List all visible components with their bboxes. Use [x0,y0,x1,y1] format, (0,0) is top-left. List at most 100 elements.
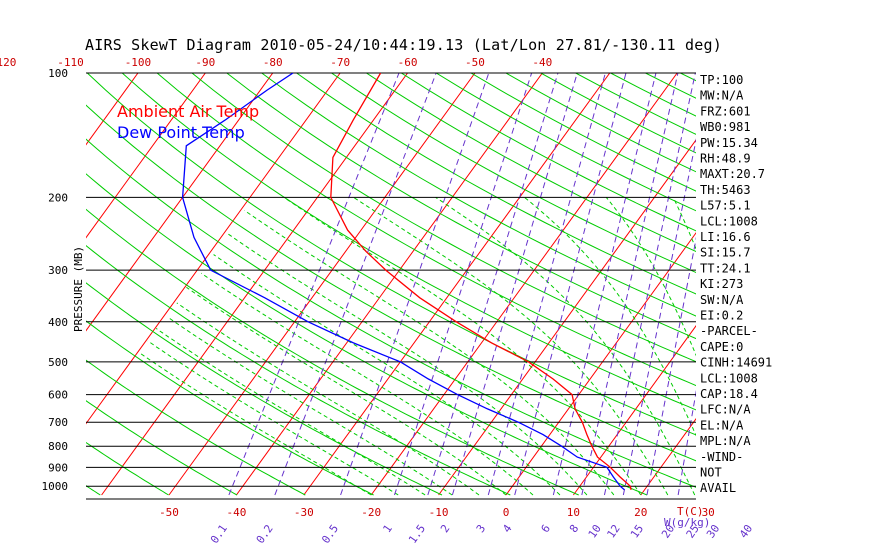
mixing-ratio-line [581,73,679,496]
dew-point-temp-line [181,73,625,491]
index-item: PW:15.34 [700,136,758,150]
dry-adiabat-line [86,138,696,488]
mixing-ratio-label: 15 [628,522,646,540]
mixing-ratio-unit-label: W(g/kg) [664,516,710,529]
mixing-ratio-label: 1.5 [406,522,428,546]
moist-adiabat-line [524,197,696,437]
mixing-ratio-label: 25 [684,522,702,540]
pressure-tick-label: 1000 [42,480,69,493]
dry-adiabat-line [86,400,238,496]
bottom-temp-tick-label: -40 [226,506,246,519]
index-item: NOT [700,466,722,480]
pressure-tick-label: 100 [48,67,68,80]
isotherm-line [235,73,543,496]
dry-adiabat-line [750,73,870,495]
isotherm-line [86,73,139,146]
isotherm-line [86,73,206,239]
mixing-ratio-label: 0.5 [319,522,341,546]
pressure-tick-label: 200 [48,191,68,204]
index-item: TT:24.1 [700,261,751,275]
moist-adiabat-line [147,340,399,496]
index-item: L57:5.1 [700,199,751,213]
mixing-ratio-line [487,73,606,496]
bottom-temp-tick-label: -50 [159,506,179,519]
index-item: LCL:1008 [700,371,758,385]
dry-adiabat-line [86,320,374,496]
index-item: MPL:N/A [700,434,751,448]
index-item: -WIND- [700,450,743,464]
index-item: LCL:1008 [700,214,758,228]
dry-adiabat-line [86,208,579,496]
moist-adiabat-line [435,196,696,496]
legend-entry: Dew Point Temp [117,123,245,142]
mixing-ratio-label: 40 [737,522,755,540]
mixing-ratio-line [274,73,437,496]
axis-labels: 0.1 0.2 0.5 1 1.5 2 3 4 6 8 10 12 15 20 25 30 4010020030… [0,56,755,546]
index-item: MAXT:20.7 [700,167,765,181]
isotherm-line [640,418,696,496]
moist-adiabat-line [138,352,372,496]
index-item: LI:16.6 [700,230,751,244]
dry-adiabat-line [226,73,696,340]
chart-legend: Ambient Air Temp Dew Point Temp [117,102,259,142]
moist-adiabat-line [186,286,507,496]
index-item: TH:5463 [700,183,751,197]
mixing-ratio-line [427,73,559,496]
mixing-ratio-line [228,73,400,496]
mixing-ratio-label: 8 [567,522,581,535]
mixing-ratio-line [394,73,533,496]
index-item: RH:48.9 [700,152,751,166]
index-item: CAPE:0 [700,340,743,354]
mixing-ratio-line [340,73,490,496]
index-item: -PARCEL- [700,324,758,338]
pressure-tick-label: 800 [48,440,68,453]
dry-adiabat-line [785,73,870,495]
index-item: LFC:N/A [700,403,751,417]
background-lines [0,73,870,496]
isotherm-line [776,73,870,495]
index-item: KI:273 [700,277,743,291]
legend-entry: Ambient Air Temp [117,102,259,121]
pressure-tick-label: 300 [48,264,68,277]
bottom-temp-tick-label: 30 [702,506,715,519]
mixing-ratio-label: 2 [438,522,452,535]
mixing-ratio-label: 0.2 [254,522,276,546]
dry-adiabat-line [401,73,696,232]
mixing-ratio-label: 0.1 [208,522,230,546]
mixing-ratio-label: 20 [659,522,677,540]
isotherm-line [168,73,476,496]
pressure-tick-label: 900 [48,461,68,474]
moist-adiabat-line [227,233,588,496]
dry-adiabat-line [156,73,696,387]
mixing-ratio-line [603,73,696,496]
dry-adiabat-line [820,73,870,495]
top-temp-tick-label: -80 [263,56,283,69]
chart-title: AIRS SkewT Diagram 2010-05-24/10:44:19.1… [85,36,722,54]
mixing-ratio-label: 12 [604,522,622,540]
top-temp-tick-label: -100 [125,56,152,69]
dry-adiabat-line [86,282,443,496]
dry-adiabat-line [331,73,696,274]
x-axis-unit-label: T(C) [677,505,704,518]
dry-adiabat-line [121,73,696,411]
isotherm-line [101,73,408,496]
top-temp-tick-label: -40 [532,56,552,69]
mixing-ratio-label: 30 [704,522,722,540]
moist-adiabat-line [605,197,696,357]
index-item: WB0:981 [700,120,751,134]
index-item: EL:N/A [700,418,744,432]
ambient-air-temp-line [330,73,632,490]
dry-adiabat-line [86,359,306,496]
bottom-temp-tick-label: -10 [429,506,449,519]
mixing-ratio-label: 6 [539,522,553,535]
top-temp-tick-label: -120 [0,56,16,69]
mixing-ratio-line [757,73,811,495]
moist-adiabat-line [244,209,615,496]
top-temp-tick-label: -60 [398,56,418,69]
bottom-temp-tick-label: -30 [294,506,314,519]
pressure-tick-label: 600 [48,389,68,402]
dry-adiabat-line [366,73,696,253]
moist-adiabat-line [283,196,642,496]
isotherm-line [0,73,3,495]
